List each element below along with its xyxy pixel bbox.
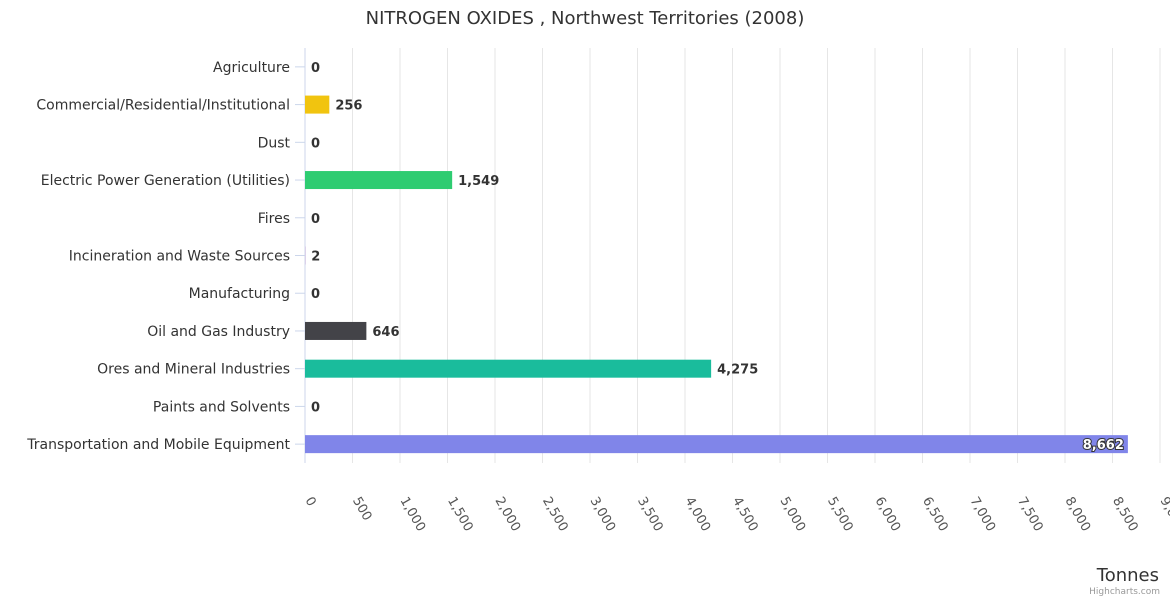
- data-label: 8,662: [1083, 438, 1124, 453]
- grid-lines: [304, 48, 1161, 463]
- category-label: Commercial/Residential/Institutional: [36, 98, 290, 114]
- bar[interactable]: [305, 321, 367, 340]
- bar[interactable]: [305, 171, 453, 190]
- chart-title: NITROGEN OXIDES , Northwest Territories …: [366, 8, 805, 29]
- category-axis: [295, 48, 306, 463]
- x-tick-label: 3,500: [634, 495, 666, 535]
- category-label: Agriculture: [213, 60, 290, 76]
- category-label: Manufacturing: [189, 286, 290, 302]
- x-tick-label: 1,500: [444, 495, 476, 535]
- x-tick-label: 7,000: [967, 495, 999, 535]
- x-tick-label: 5,500: [824, 495, 856, 535]
- data-label: 256: [335, 99, 362, 114]
- data-label: 646: [372, 325, 399, 340]
- x-tick-label: 8,000: [1062, 495, 1094, 535]
- category-label: Incineration and Waste Sources: [69, 249, 290, 265]
- credits-text[interactable]: Highcharts.com: [1089, 587, 1160, 597]
- data-label: 0: [311, 61, 320, 76]
- category-label: Electric Power Generation (Utilities): [41, 173, 290, 189]
- bar[interactable]: [305, 435, 1128, 454]
- data-label: 2: [311, 250, 320, 265]
- x-tick-label: 2,000: [492, 495, 524, 535]
- category-label: Dust: [258, 135, 291, 151]
- category-labels: Agriculture Commercial/Residential/Instit…: [26, 60, 290, 453]
- category-label: Transportation and Mobile Equipment: [26, 437, 290, 453]
- x-tick-label: 6,000: [872, 495, 904, 535]
- bars: [305, 95, 1128, 454]
- x-tick-label: 2,500: [539, 495, 571, 535]
- category-label: Paints and Solvents: [153, 399, 290, 415]
- x-tick-label: 9,000: [1157, 495, 1170, 535]
- category-label: Oil and Gas Industry: [147, 324, 290, 340]
- x-tick-label: 7,500: [1014, 495, 1046, 535]
- x-tick-label: 0: [302, 495, 319, 510]
- x-tick-label: 5,000: [777, 495, 809, 535]
- x-tick-label: 1,000: [397, 495, 429, 535]
- x-tick-label: 4,500: [729, 495, 761, 535]
- x-tick-label: 8,500: [1109, 495, 1141, 535]
- x-axis-title: Tonnes: [1096, 565, 1159, 586]
- data-label: 0: [311, 400, 320, 415]
- x-tick-label: 500: [349, 495, 374, 524]
- data-labels: 0 256 0 1,549 0 2 0 646 4,275 0 8,662: [311, 61, 1125, 454]
- data-label: 0: [311, 212, 320, 227]
- x-tick-label: 6,500: [919, 495, 951, 535]
- category-label: Fires: [258, 211, 290, 227]
- bar[interactable]: [305, 95, 330, 114]
- data-label: 0: [311, 287, 320, 302]
- data-label: 4,275: [717, 363, 758, 378]
- data-label: 1,549: [458, 174, 499, 189]
- value-axis-ticks: 0 500 1,000 1,500 2,000 2,500 3,000 3,500 4,000 4…: [302, 495, 1170, 535]
- x-tick-label: 4,000: [682, 495, 714, 535]
- x-tick-label: 3,000: [587, 495, 619, 535]
- data-label: 0: [311, 136, 320, 151]
- category-label: Ores and Mineral Industries: [97, 362, 290, 378]
- bar[interactable]: [305, 359, 712, 378]
